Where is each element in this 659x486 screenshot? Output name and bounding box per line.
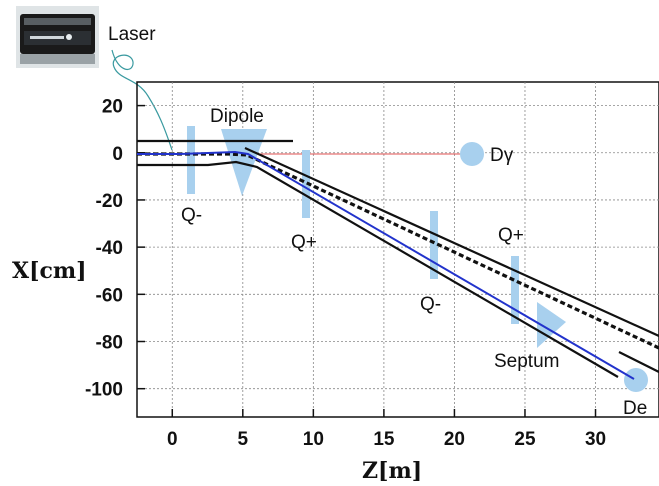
d-gamma-label: Dγ — [490, 145, 514, 166]
x-tick-label: 25 — [514, 429, 536, 450]
x-tick-label: 0 — [167, 429, 178, 450]
plot-frame — [136, 81, 659, 418]
laser-label: Laser — [108, 24, 156, 45]
septum-label: Septum — [494, 351, 559, 372]
x-tick-label: 30 — [585, 429, 606, 450]
detector-gamma — [460, 142, 484, 166]
x-tick-label: 15 — [373, 429, 395, 450]
q-minus-label-1: Q- — [181, 205, 202, 226]
y-tick-label: -80 — [96, 333, 123, 354]
detector-e — [624, 368, 648, 392]
quadrupole-1 — [187, 126, 195, 194]
y-tick-label: -40 — [96, 238, 123, 259]
laser-cable — [111, 49, 173, 151]
grid-lines — [137, 82, 659, 417]
lower-wall — [137, 160, 619, 378]
x-tick-labels: 0 5 10 15 20 25 30 — [167, 429, 606, 450]
dipole-label: Dipole — [210, 106, 264, 127]
upper-wall — [244, 146, 659, 338]
exit-wall — [618, 351, 659, 373]
x-tick-label: 20 — [444, 429, 465, 450]
quadrupole-3 — [430, 211, 438, 279]
quadrupole-4 — [511, 256, 519, 324]
beamline-elements — [187, 126, 648, 392]
x-axis-title: Z[m] — [362, 458, 422, 484]
septum-magnet — [537, 302, 566, 348]
y-tick-label: 20 — [102, 97, 123, 118]
y-axis-title: X[cm] — [12, 258, 87, 284]
y-tick-labels: 20 0 -20 -40 -60 -80 -100 — [85, 97, 123, 401]
x-tick-label: 5 — [238, 429, 249, 450]
trajectories — [137, 139, 659, 380]
x-tick-label: 10 — [303, 429, 324, 450]
d-e-label: De — [623, 398, 647, 419]
q-plus-label-1: Q+ — [291, 232, 317, 253]
laser-image — [16, 6, 99, 68]
dipole-magnet — [221, 129, 267, 196]
q-minus-label-2: Q- — [420, 294, 441, 315]
quadrupole-2 — [302, 150, 310, 218]
dashed-trajectory — [137, 152, 659, 350]
electron-beam — [137, 150, 635, 380]
y-tick-label: 0 — [112, 144, 123, 165]
y-tick-label: -20 — [96, 191, 123, 212]
q-plus-label-2: Q+ — [498, 225, 524, 246]
y-tick-label: -60 — [96, 285, 123, 306]
y-tick-label: -100 — [85, 380, 123, 401]
tick-marks — [137, 104, 597, 417]
